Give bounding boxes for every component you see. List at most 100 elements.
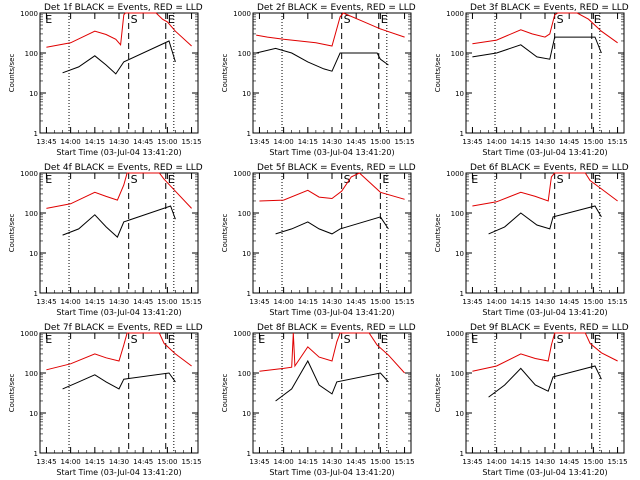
x-tick-label: 14:30 [322,458,342,466]
y-axis-label: Counts/sec [8,214,16,253]
x-axis-label: Start Time (03-Jul-04 13:41:20) [56,308,181,317]
interval-marker-label: E [168,333,175,346]
x-tick-label: 14:00 [61,138,81,146]
y-tick-label: 100 [451,50,464,58]
y-tick-label: 100 [238,210,251,218]
interval-marker-label: E [594,173,601,186]
y-tick-label: 10 [455,410,464,418]
panel-title: Det 7f BLACK = Events, RED = LLD [44,323,203,333]
x-tick-label: 14:30 [322,138,342,146]
y-tick-label: 1000 [233,330,251,338]
y-tick-label: 10 [29,410,38,418]
x-tick-label: 13:45 [249,458,269,466]
interval-marker-label: S [344,333,351,346]
interval-marker-label: E [168,13,175,26]
x-tick-label: 14:15 [85,458,105,466]
x-tick-label: 14:45 [346,458,366,466]
y-tick-label: 10 [242,90,251,98]
x-tick-label: 14:15 [511,298,531,306]
y-tick-label: 10 [242,250,251,258]
x-tick-label: 15:00 [583,458,603,466]
interval-marker-label: E [258,333,265,346]
x-tick-label: 15:15 [394,138,414,146]
chart-panel-det5: Det 5f BLACK = Events, RED = LLD 1 10 100 10… [221,163,416,317]
y-axis-label: Counts/sec [434,374,442,413]
x-tick-label: 14:45 [559,298,579,306]
x-tick-label: 13:45 [36,458,56,466]
chart-panel-det4: Det 4f BLACK = Events, RED = LLD 1 10 100 10… [8,163,203,317]
series-line-events [472,36,602,60]
y-tick-label: 1 [247,450,251,458]
x-tick-label: 14:15 [298,458,318,466]
interval-marker-label: E [168,173,175,186]
panel-title: Det 9f BLACK = Events, RED = LLD [470,323,629,333]
x-tick-label: 15:00 [157,298,177,306]
series-line-events [256,47,389,72]
y-tick-label: 10 [29,250,38,258]
x-tick-label: 14:30 [109,298,129,306]
x-tick-label: 15:15 [394,298,414,306]
y-tick-label: 1000 [20,10,38,18]
x-tick-label: 14:00 [487,298,507,306]
x-axis-label: Start Time (03-Jul-04 13:41:20) [482,468,607,477]
series-line-events [275,359,389,402]
y-axis-label: Counts/sec [434,54,442,93]
x-tick-label: 14:45 [133,298,153,306]
interval-marker-label: E [381,13,388,26]
interval-marker-label: E [471,173,478,186]
interval-marker-label: E [471,333,478,346]
y-tick-label: 100 [238,370,251,378]
interval-marker-label: S [344,13,351,26]
y-tick-label: 1 [34,450,38,458]
y-tick-label: 1 [460,130,464,138]
series-line-lld [472,332,618,372]
x-axis-label: Start Time (03-Jul-04 13:41:20) [482,148,607,157]
x-tick-label: 13:45 [36,298,56,306]
x-tick-label: 14:15 [85,138,105,146]
x-tick-label: 13:45 [462,298,482,306]
y-tick-label: 100 [25,50,38,58]
x-tick-label: 15:15 [607,298,627,306]
chart-panel-det1: Det 1f BLACK = Events, RED = LLD 1 10 100 10… [8,3,203,157]
x-tick-label: 15:00 [370,298,390,306]
x-tick-label: 14:15 [511,138,531,146]
y-tick-label: 10 [455,250,464,258]
series-line-lld [472,12,618,45]
y-tick-label: 1000 [20,330,38,338]
interval-marker-label: S [131,13,138,26]
x-tick-label: 14:00 [274,138,294,146]
y-tick-label: 1 [34,130,38,138]
x-tick-label: 13:45 [249,298,269,306]
y-tick-label: 10 [455,90,464,98]
x-tick-label: 15:00 [157,138,177,146]
x-axis-label: Start Time (03-Jul-04 13:41:20) [269,468,394,477]
x-tick-label: 14:45 [346,298,366,306]
x-tick-label: 14:45 [133,458,153,466]
series-line-events [488,365,602,398]
series-line-events [275,216,389,235]
x-tick-label: 14:30 [535,458,555,466]
y-tick-label: 1 [247,130,251,138]
y-tick-label: 100 [25,370,38,378]
y-tick-label: 1 [247,290,251,298]
y-tick-label: 1 [34,290,38,298]
x-axis-label: Start Time (03-Jul-04 13:41:20) [56,468,181,477]
panel-title: Det 5f BLACK = Events, RED = LLD [257,163,416,173]
x-tick-label: 15:00 [370,458,390,466]
x-axis-label: Start Time (03-Jul-04 13:41:20) [269,148,394,157]
x-tick-label: 14:00 [487,138,507,146]
x-tick-label: 14:30 [535,298,555,306]
interval-marker-label: E [382,173,389,186]
x-tick-label: 15:00 [370,138,390,146]
x-tick-label: 15:15 [607,138,627,146]
series-line-lld [259,332,405,374]
series-line-lld [256,12,405,47]
series-line-events [62,372,176,390]
interval-marker-label: E [381,333,388,346]
chart-panel-det7: Det 7f BLACK = Events, RED = LLD 1 10 100 10… [8,323,203,477]
x-tick-label: 14:15 [511,458,531,466]
interval-marker-label: E [594,333,601,346]
series-line-lld [259,172,405,202]
x-tick-label: 13:45 [249,138,269,146]
x-tick-label: 15:15 [394,458,414,466]
